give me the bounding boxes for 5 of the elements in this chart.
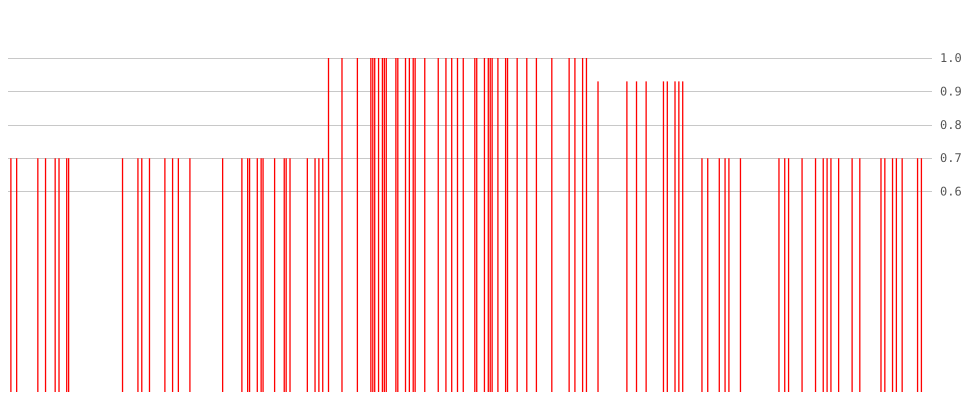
y-tick-label: 0.8: [940, 118, 962, 132]
y-tick-label: 0.9: [940, 84, 962, 98]
y-tick-label: 0.7: [940, 151, 962, 166]
y-tick-label: 0.6: [940, 184, 962, 199]
y-tick-label: 1.0: [940, 51, 962, 65]
